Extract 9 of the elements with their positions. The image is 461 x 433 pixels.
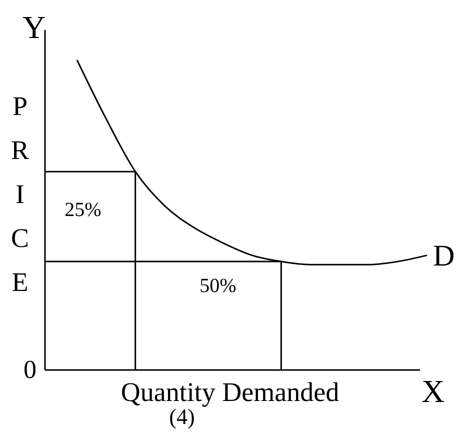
annotation: 25% [64,199,102,221]
x-axis-title: Quantity Demanded [120,377,340,407]
series-label: D [433,239,455,272]
text: X [421,373,445,409]
text: Y [22,9,46,45]
text: 0 [24,355,36,384]
text: (4) [169,404,195,429]
annotation: 50% [200,275,236,297]
y-axis-title: PRICE [10,91,30,297]
